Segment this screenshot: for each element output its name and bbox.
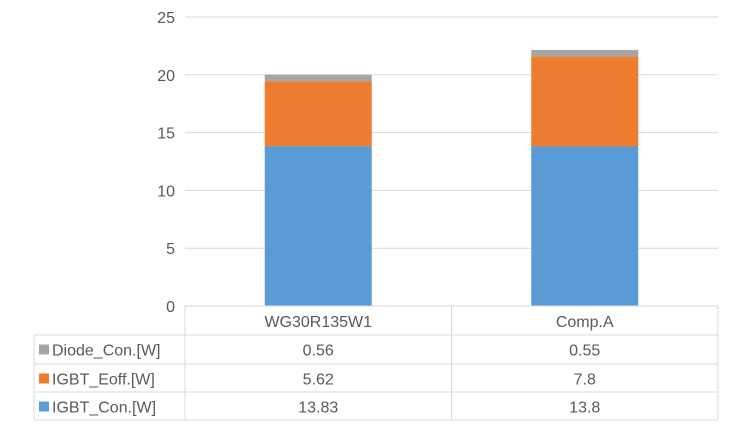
data-table-value: 13.83 <box>298 400 338 417</box>
x-category-label: WG30R135W1 <box>264 314 372 331</box>
legend-label: IGBT_Con.[W] <box>52 400 156 417</box>
legend-key-icon <box>39 344 49 355</box>
bar-segment <box>264 74 372 82</box>
bar-segment <box>264 81 372 147</box>
legend-label: IGBT_Eoff.[W] <box>52 372 155 389</box>
bar-segment <box>531 146 639 306</box>
y-tick-label: 20 <box>157 68 175 85</box>
data-table-value: 0.56 <box>303 343 334 360</box>
y-tick-label: 5 <box>166 241 175 258</box>
x-category-label: Comp.A <box>556 314 614 331</box>
legend-label: Diode_Con.[W] <box>52 343 161 360</box>
legend-key-icon <box>39 373 49 384</box>
data-table-value: 13.8 <box>569 400 600 417</box>
data-table-value: 7.8 <box>574 372 596 389</box>
y-tick-label: 15 <box>157 126 175 143</box>
y-tick-label: 25 <box>157 10 175 27</box>
bar-segment <box>264 146 372 306</box>
bar-segment <box>531 49 639 57</box>
data-table-value: 5.62 <box>303 372 334 389</box>
data-table-value: 0.55 <box>569 343 600 360</box>
bar-segment <box>531 56 639 147</box>
y-tick-label: 10 <box>157 183 175 200</box>
y-tick-label: 0 <box>166 299 175 316</box>
legend-key-icon <box>39 401 49 412</box>
